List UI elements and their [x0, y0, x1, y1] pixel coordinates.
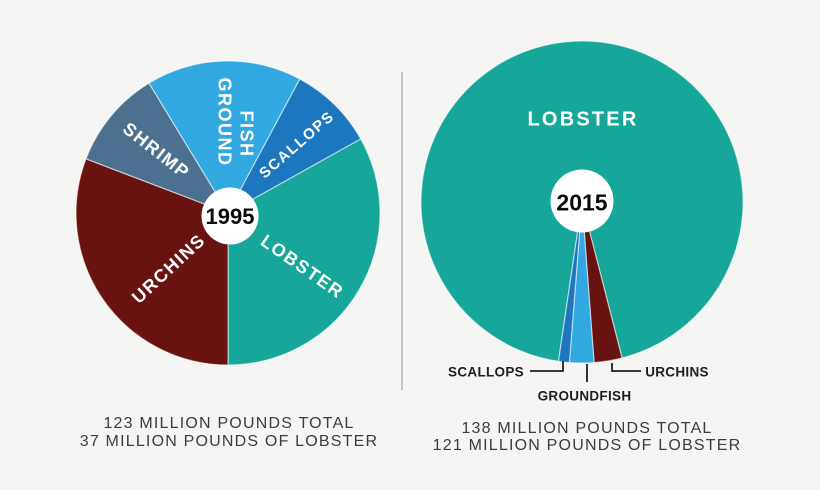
scallops-leader-line [530, 361, 564, 372]
caption-1995: 123 MILLION POUNDS TOTAL 37 MILLION POUN… [80, 415, 379, 450]
pie-1995 [75, 60, 381, 366]
urchins-leader-line [611, 363, 641, 372]
pie-slice-2015-scallops [557, 201, 583, 364]
pie-slice-1995-shrimp [85, 82, 229, 214]
pie-slice-1995-scallops [227, 78, 362, 214]
center-circle-1995 [201, 187, 259, 245]
caption-1995-line2: 37 MILLION POUNDS OF LOBSTER [79, 432, 379, 450]
slice-label-fish: FISH [236, 110, 257, 158]
center-year-2015: 2015 [556, 189, 608, 215]
pie-slice-1995-lobster [227, 138, 381, 366]
caption-2015: 138 MILLION POUNDS TOTAL 121 MILLION POU… [433, 420, 742, 455]
callout-label-scallops: SCALLOPS [448, 364, 524, 379]
pie-slice-1995-ground-fish [148, 60, 301, 214]
caption-2015-line2: 121 MILLION POUNDS OF LOBSTER [432, 437, 742, 454]
center-year-1995: 1995 [205, 203, 255, 229]
slice-label-ground: GROUND [214, 77, 235, 167]
callout-label-groundfish: GROUNDFISH [537, 388, 632, 404]
callout-label-urchins: URCHINS [645, 364, 709, 379]
pie-2015 [420, 40, 744, 364]
caption-2015-line1: 138 MILLION POUNDS TOTAL [461, 419, 713, 437]
center-circle-2015 [550, 169, 614, 233]
slice-label-lobster-2015: LOBSTER [527, 108, 639, 131]
pie-slice-1995-urchins [75, 158, 229, 366]
caption-1995-line1: 123 MILLION POUNDS TOTAL [103, 415, 355, 432]
